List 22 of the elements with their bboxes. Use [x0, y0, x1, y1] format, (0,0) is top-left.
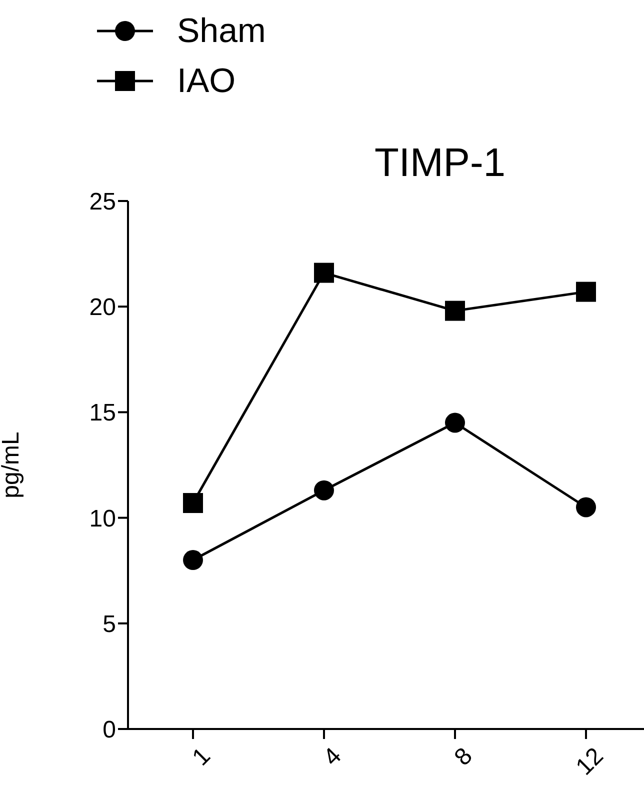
x-tick-label: 12 [570, 742, 609, 781]
x-tick-label: 1 [187, 742, 216, 772]
y-axis-title: pg/mL [0, 432, 25, 498]
chart-title: TIMP-1 [373, 140, 507, 186]
x-tick-label: 8 [449, 742, 478, 772]
legend-label: IAO [177, 62, 236, 100]
y-tick-label: 0 [102, 716, 116, 744]
y-tick-label: 10 [89, 505, 116, 532]
point [183, 550, 203, 570]
point [314, 262, 334, 283]
point [314, 480, 334, 500]
legend-label: Sham [177, 12, 266, 50]
y-tick-label: 20 [89, 294, 116, 322]
point [445, 300, 465, 321]
point [576, 497, 596, 518]
y-tick-label: 5 [102, 610, 116, 638]
y-tick-label: 25 [89, 188, 116, 216]
y-tick-label: 15 [89, 400, 116, 427]
point [183, 493, 203, 514]
point [445, 412, 465, 433]
point [576, 282, 596, 302]
x-tick-label: 4 [318, 742, 347, 772]
